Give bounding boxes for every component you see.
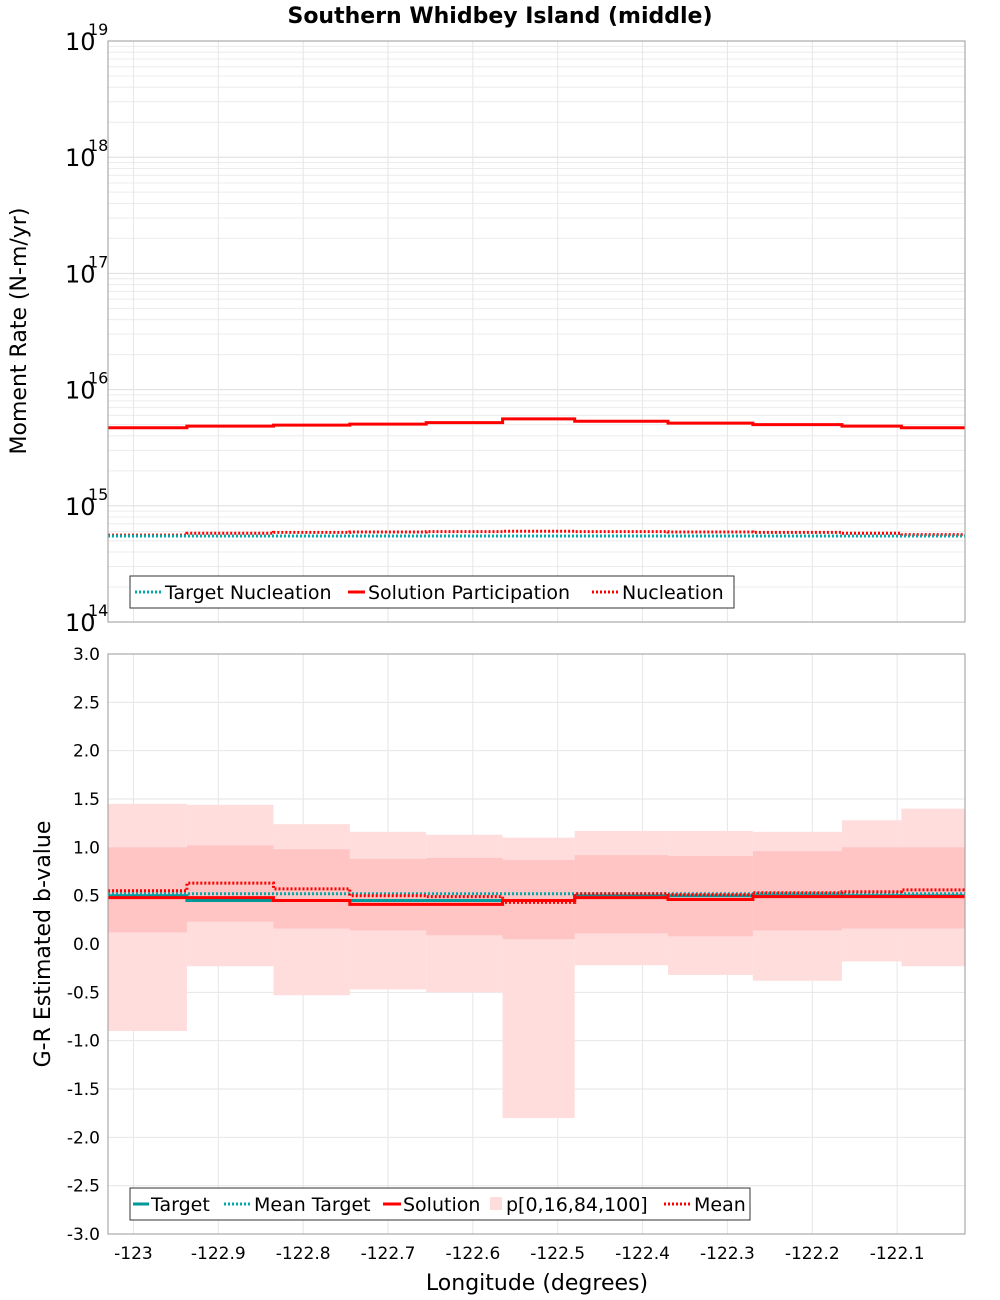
series-line-mean: [108, 881, 965, 904]
x-tick-label: -122.7: [361, 1244, 416, 1264]
y-tick-label-base: 10: [65, 377, 96, 405]
x-axis-label: Longitude (degrees): [426, 1271, 648, 1296]
legend-swatch-percentiles: [490, 1197, 502, 1210]
y-tick-label: 2.0: [73, 742, 100, 762]
moment-rate-series: [108, 417, 965, 538]
legend-label-mean: Mean: [694, 1194, 746, 1216]
y-tick-label: 2.5: [73, 693, 100, 713]
y-tick-label: -1.0: [67, 1032, 100, 1052]
band-p16-p84: [108, 847, 187, 933]
x-tick-label: -122.3: [700, 1244, 755, 1264]
x-tick-label: -122.8: [276, 1244, 331, 1264]
y-tick-label-base: 10: [65, 28, 96, 56]
x-tick-label: -123: [114, 1244, 153, 1264]
b-value-y-axis-label: G-R Estimated b-value: [31, 821, 56, 1068]
band-p16-p84: [841, 847, 902, 929]
y-tick-label-base: 10: [65, 260, 96, 288]
y-tick-label: 3.0: [73, 645, 100, 665]
y-tick-label-exponent: 14: [88, 601, 108, 620]
b-value-percentile-bands: [108, 803, 965, 1118]
legend-label-target: Target: [150, 1194, 210, 1216]
x-axis-ticks: -123 -122.9 -122.8 -122.7 -122.6 -122.5 -122.4…: [114, 1244, 924, 1264]
band-p16-p84: [901, 847, 965, 929]
y-tick-label-exponent: 16: [88, 369, 108, 388]
moment-rate-plot-area: [108, 41, 965, 622]
y-tick-label: 1.5: [73, 790, 100, 810]
series-line-solution: [108, 895, 965, 906]
moment-rate-legend-box: [129, 575, 735, 609]
x-tick-label: -122.9: [191, 1244, 246, 1264]
chart-title: Southern Whidbey Island (middle): [287, 4, 712, 29]
b-value-legend: Target Mean Target Solution p[0,16,84,10…: [129, 1187, 751, 1221]
y-tick-label: -2.5: [67, 1177, 100, 1197]
b-value-frame: [107, 653, 966, 1235]
b-value-y-ticks: 3.0 2.5 2.0 1.5 1.0 0.5 0.0 -0.5 -1.0 -1.5 -2.0 -2.…: [67, 645, 100, 1245]
y-tick-label-base: 10: [65, 609, 96, 637]
legend-label-mean-target: Mean Target: [254, 1194, 371, 1216]
x-tick-label: -122.1: [870, 1244, 925, 1264]
y-tick-label: -2.0: [67, 1128, 100, 1148]
y-tick-label: -1.5: [67, 1080, 100, 1100]
y-tick-label-exponent: 19: [88, 20, 108, 39]
band-p16-p84: [752, 851, 842, 931]
y-tick-label-exponent: 18: [88, 136, 108, 155]
b-value-series: [108, 881, 965, 906]
y-tick-label-exponent: 15: [88, 485, 108, 504]
b-value-panel: 3.0 2.5 2.0 1.5 1.0 0.5 0.0 -0.5 -1.0 -1.5 -2.0 -2.…: [31, 645, 966, 1245]
legend-label-solution: Solution: [403, 1194, 480, 1216]
moment-rate-legend: Target Nucleation Solution Participation…: [129, 575, 735, 609]
legend-label-target-nucleation: Target Nucleation: [164, 582, 332, 604]
x-tick-label: -122.5: [530, 1244, 585, 1264]
y-tick-label-exponent: 17: [88, 252, 108, 271]
y-tick-label: 1.0: [73, 838, 100, 858]
moment-rate-y-axis-label: Moment Rate (N-m/yr): [7, 208, 32, 455]
y-tick-label: 0.5: [73, 887, 100, 907]
y-tick-label-base: 10: [65, 144, 96, 172]
series-line-solution-participation: [108, 417, 965, 430]
y-tick-label-base: 10: [65, 493, 96, 521]
y-tick-label: -3.0: [67, 1225, 100, 1245]
series-line-nucleation: [108, 529, 965, 537]
legend-label-solution-participation: Solution Participation: [368, 582, 570, 604]
moment-rate-frame: [107, 40, 966, 623]
y-tick-label: 0.0: [73, 935, 100, 955]
legend-label-nucleation: Nucleation: [622, 582, 724, 604]
x-tick-label: -122.2: [785, 1244, 840, 1264]
legend-label-percentiles: p[0,16,84,100]: [506, 1194, 648, 1216]
x-tick-label: -122.4: [615, 1244, 670, 1264]
x-tick-label: -122.6: [445, 1244, 500, 1264]
moment-rate-grid: [108, 40, 965, 623]
y-tick-label: -0.5: [67, 983, 100, 1003]
